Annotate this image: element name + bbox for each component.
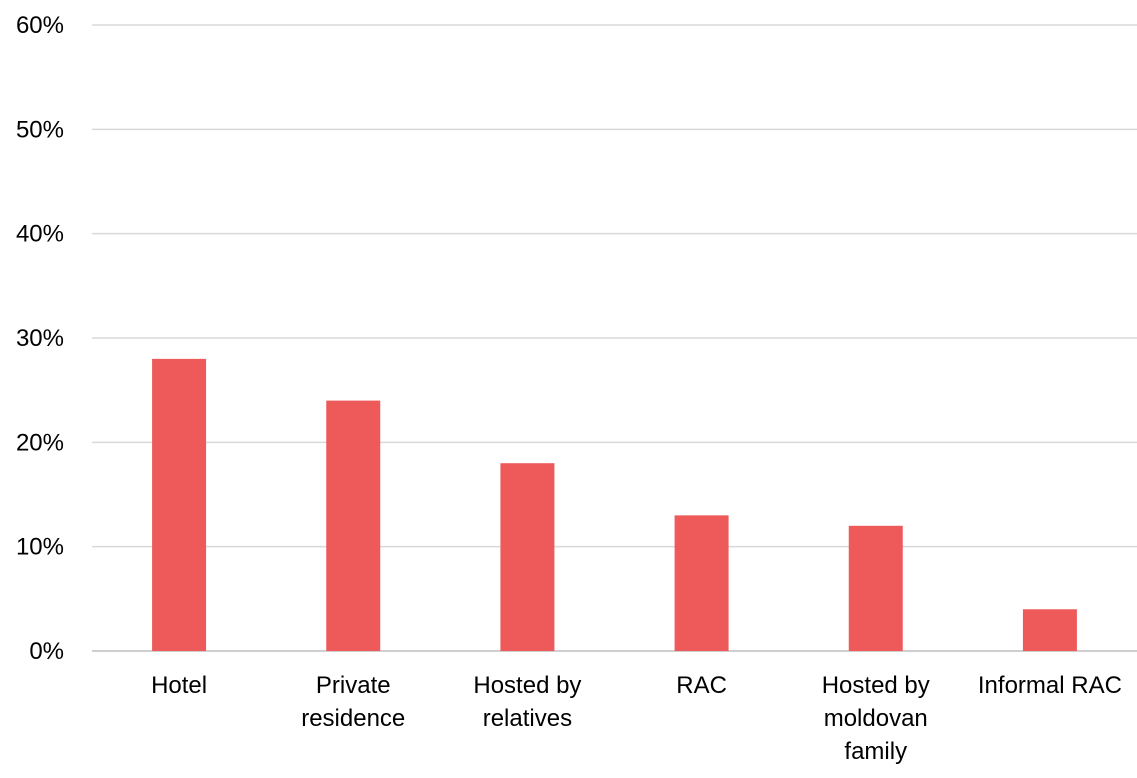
y-tick-label: 50% bbox=[16, 116, 64, 143]
y-tick-label: 0% bbox=[29, 638, 64, 665]
x-tick-label: Hotel bbox=[151, 672, 207, 699]
x-tick-label: RAC bbox=[676, 672, 727, 699]
bar bbox=[500, 463, 555, 651]
x-tick-label-line: moldovan bbox=[824, 705, 928, 732]
bar bbox=[848, 525, 903, 651]
x-tick-label: Informal RAC bbox=[978, 672, 1122, 699]
y-tick-label: 10% bbox=[16, 534, 64, 561]
y-tick-label: 60% bbox=[16, 12, 64, 39]
bars bbox=[152, 358, 1077, 651]
x-tick-label-line: Private bbox=[316, 672, 391, 699]
x-tick-label-line: Informal RAC bbox=[978, 672, 1122, 699]
x-tick-label-line: residence bbox=[301, 705, 405, 732]
x-tick-label: Hosted by moldovan family bbox=[822, 672, 930, 765]
x-tick-label-line: RAC bbox=[676, 672, 727, 699]
x-tick-label-line: Hotel bbox=[151, 672, 207, 699]
x-tick-label-line: Hosted by bbox=[473, 672, 581, 699]
x-tick-label-line: Hosted by bbox=[822, 672, 930, 699]
gridlines bbox=[92, 24, 1137, 652]
x-tick-label-line: family bbox=[844, 738, 907, 765]
y-tick-label: 30% bbox=[16, 325, 64, 352]
bar bbox=[674, 515, 729, 651]
y-tick-label: 20% bbox=[16, 429, 64, 456]
bar bbox=[152, 358, 207, 651]
x-tick-label: Private residence bbox=[301, 672, 405, 732]
x-axis-tick-labels: Hotel Private residence Hosted by relatives R… bbox=[151, 672, 1122, 765]
x-tick-label-line: relatives bbox=[483, 705, 572, 732]
y-tick-label: 40% bbox=[16, 221, 64, 248]
x-tick-label: Hosted by relatives bbox=[473, 672, 581, 732]
bar bbox=[1022, 609, 1077, 651]
y-axis-tick-labels: 0% 10% 20% 30% 40% 50% 60% bbox=[16, 12, 64, 665]
bar bbox=[326, 400, 381, 651]
